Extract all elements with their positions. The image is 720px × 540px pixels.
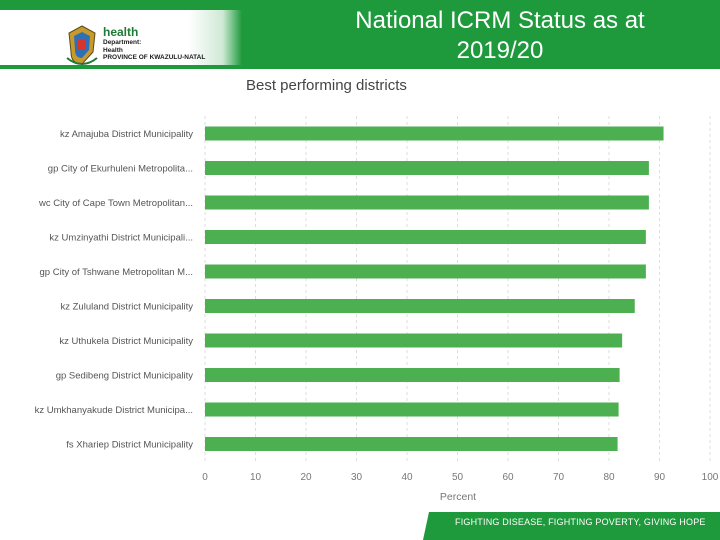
x-tick-label: 60 (502, 472, 514, 483)
x-tick-label: 90 (654, 472, 666, 483)
bar (205, 299, 635, 313)
bar (205, 230, 646, 244)
bar (205, 161, 649, 175)
category-label: gp City of Tshwane Metropolitan M... (40, 267, 193, 278)
x-tick-label: 40 (401, 472, 413, 483)
category-label: gp City of Ekurhuleni Metropolita... (48, 164, 193, 175)
slide-title-line-2: 2019/20 (456, 37, 544, 64)
bar (205, 402, 619, 417)
slide-title: National ICRM Status as at 2019/20 (300, 6, 700, 66)
category-label: wc City of Cape Town Metropolitan... (38, 198, 193, 209)
bar (205, 437, 618, 451)
category-label: kz Umkhanyakude District Municipa... (35, 405, 193, 416)
logo-line: PROVINCE OF KWAZULU-NATAL (103, 54, 206, 61)
footer-slogan: FIGHTING DISEASE, FIGHTING POVERTY, GIVI… (455, 517, 706, 527)
bar (205, 333, 623, 348)
bar (205, 195, 649, 210)
logo-line: Department: (103, 39, 142, 46)
bar (205, 368, 620, 382)
bar (205, 264, 646, 279)
x-tick-label: 0 (202, 472, 208, 483)
slide-title-line-1: National ICRM Status as at (355, 7, 645, 34)
slide-header: health Department: Health PROVINCE OF KW… (0, 0, 720, 69)
category-label: kz Amajuba District Municipality (60, 129, 193, 140)
logo-line: Health (103, 46, 123, 54)
x-tick-label: 100 (702, 472, 719, 483)
category-label: gp Sedibeng District Municipality (56, 371, 194, 382)
x-tick-label: 10 (250, 472, 262, 483)
category-label: kz Zululand District Municipality (60, 302, 193, 313)
x-axis-label: Percent (440, 491, 476, 503)
chart-title: Best performing districts (246, 77, 407, 94)
x-tick-label: 50 (452, 472, 464, 483)
x-tick-label: 70 (553, 472, 565, 483)
x-tick-label: 20 (300, 472, 312, 483)
logo-word: health (103, 25, 139, 39)
category-label: kz Uthukela District Municipality (59, 336, 193, 347)
x-tick-label: 30 (351, 472, 363, 483)
department-logo: health Department: Health PROVINCE OF KW… (0, 10, 242, 65)
category-label: fs Xhariep District Municipality (66, 440, 193, 451)
logo-text: health Department: Health PROVINCE OF KW… (103, 26, 205, 62)
x-tick-label: 80 (603, 472, 615, 483)
bar (205, 126, 664, 141)
coat-of-arms-icon (66, 25, 98, 65)
category-label: kz Umzinyathi District Municipali... (49, 233, 193, 244)
footer-band (423, 512, 720, 540)
